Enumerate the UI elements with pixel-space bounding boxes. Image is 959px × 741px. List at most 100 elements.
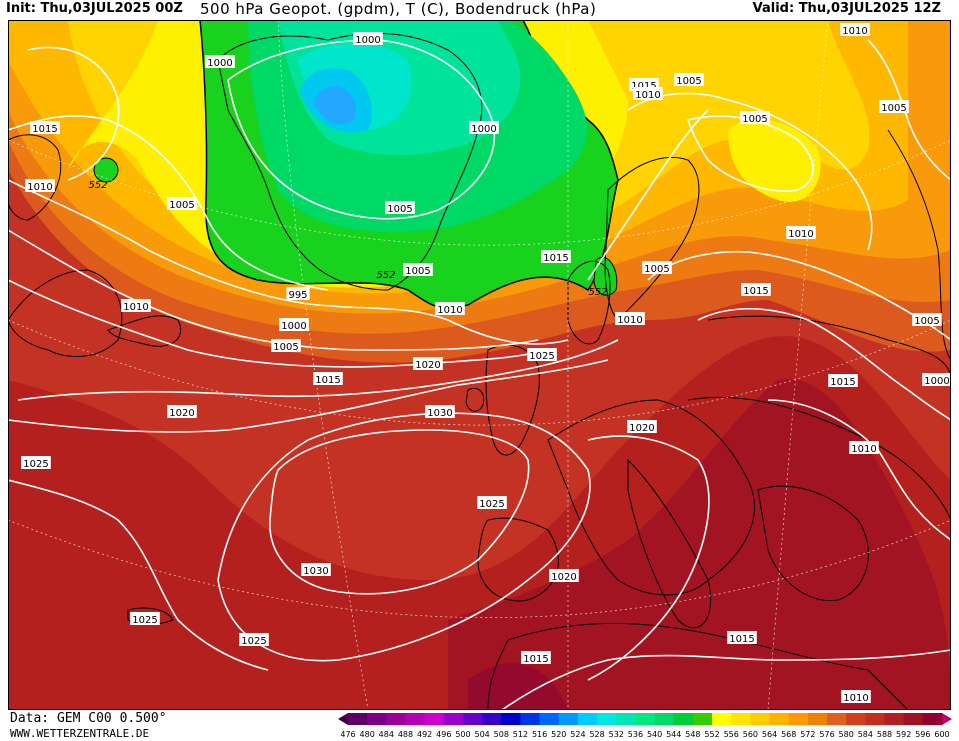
isobar-label: 1025	[477, 496, 507, 510]
isobar-label-text: 1030	[303, 566, 328, 577]
isobar-label-text: 1010	[788, 229, 813, 240]
isobar-label-text: 1005	[644, 264, 669, 275]
legend-level-label: 572	[800, 730, 815, 739]
legend-level-label: 488	[398, 730, 413, 739]
legend-swatch	[482, 713, 502, 725]
isobar-label-text: 1005	[273, 342, 298, 353]
isobar-label: 1015	[828, 374, 858, 388]
isobar-label-text: 1015	[743, 286, 768, 297]
init-time: Init: Thu,03JUL2025 00Z	[6, 1, 183, 16]
legend-swatch	[348, 713, 368, 725]
isobar-label-text: 1010	[842, 26, 867, 37]
legend-swatch	[520, 713, 541, 725]
legend-swatch	[807, 713, 828, 725]
isobar-label-text: 1010	[851, 444, 876, 455]
isobar-label: 1015	[30, 121, 60, 135]
isobar-label: 1030	[425, 405, 455, 419]
isobar-label-text: 1030	[427, 408, 452, 419]
isobar-label: 1010	[121, 299, 151, 313]
legend-level-label: 548	[685, 730, 700, 739]
legend-level-label: 600	[934, 730, 949, 739]
isobar-label: 1025	[130, 612, 160, 626]
legend-swatch	[692, 713, 713, 725]
isobar-label: 995	[286, 287, 310, 301]
legend-level-label: 520	[551, 730, 566, 739]
isobar-label-text: 1005	[169, 200, 194, 211]
data-source: Data: GEM C00 0.500°	[10, 711, 167, 726]
isobar-label-text: 1005	[387, 204, 412, 215]
isobar-label-text: 1000	[471, 124, 496, 135]
isobar-label-text: 1010	[27, 182, 52, 193]
legend-level-label: 568	[781, 730, 796, 739]
isobar-label: 1000	[353, 32, 383, 46]
isobar-label-text: 1000	[355, 35, 380, 46]
legend-level-label: 480	[360, 730, 375, 739]
isobar-label-text: 1010	[617, 315, 642, 326]
isobar-label-text: 1000	[281, 321, 306, 332]
isobar-label-text: 1005	[405, 266, 430, 277]
isobar-label: 1005	[879, 100, 909, 114]
isobar-label: 1030	[301, 563, 331, 577]
legend-swatch	[501, 713, 521, 725]
color-legend: 476 480 484 488 492 496 500 504 508 512 516 520 524 5…	[338, 713, 952, 739]
legend-arrow-high	[942, 713, 952, 725]
legend-level-label: 596	[915, 730, 930, 739]
isobar-label: 1020	[627, 420, 657, 434]
legend-swatch	[673, 713, 694, 725]
legend-arrow-low	[338, 713, 348, 725]
isobar-label-text: 1025	[479, 499, 504, 510]
isobar-label: 1005	[642, 261, 672, 275]
isobar-label: 1005	[403, 263, 433, 277]
legend-level-label: 528	[589, 730, 604, 739]
isobar-label: 1025	[527, 348, 557, 362]
isobar-label-text: 1010	[843, 693, 868, 704]
legend-swatch	[788, 713, 809, 725]
legend-swatch	[712, 713, 732, 725]
legend-level-label: 588	[877, 730, 892, 739]
legend-swatch	[846, 713, 866, 725]
legend-level-label: 492	[417, 730, 432, 739]
legend-swatch	[577, 713, 598, 725]
isobar-label: 1020	[413, 357, 443, 371]
color-legend-swatches	[338, 713, 952, 725]
geopotential-band-532	[314, 86, 357, 124]
legend-swatch	[597, 713, 617, 725]
legend-level-label: 544	[666, 730, 681, 739]
legend-swatch	[769, 713, 790, 725]
legend-level-label: 524	[570, 730, 585, 739]
coastlines	[8, 32, 951, 710]
isobar-label-text: 1000	[207, 58, 232, 69]
legend-swatch	[750, 713, 771, 725]
chart-header: Init: Thu,03JUL2025 00Z 500 hPa Geopot. …	[0, 0, 959, 20]
isobar-label: 1015	[313, 372, 343, 386]
isobar-label-text: 1010	[123, 302, 148, 313]
valid-time: Valid: Thu,03JUL2025 12Z	[752, 1, 941, 16]
legend-level-label: 500	[455, 730, 470, 739]
isobar-label-text: 1020	[629, 423, 654, 434]
legend-swatch	[865, 713, 886, 725]
isobar-label: 1015	[741, 283, 771, 297]
isobars	[8, 39, 951, 710]
isobar-label-text: 1015	[32, 124, 57, 135]
legend-level-label: 532	[609, 730, 624, 739]
isobar-label: 1025	[239, 633, 269, 647]
isobar-label-text: 995	[288, 290, 307, 301]
geopotential-cell-552-west	[93, 157, 119, 183]
isobar-label: 1005	[271, 339, 301, 353]
isobar-label-text: 1015	[543, 253, 568, 264]
isobar-label: 1010	[849, 441, 879, 455]
legend-level-label: 560	[743, 730, 758, 739]
isobar-label-text: 1025	[241, 636, 266, 647]
isobar-label-text: 1020	[551, 572, 576, 583]
isobar-label: 1010	[840, 23, 870, 37]
isobar-label: 1010	[633, 87, 663, 101]
website-credit: WWW.WETTERZENTRALE.DE	[10, 727, 150, 740]
isobar-label: 1005	[385, 201, 415, 215]
legend-level-label: 476	[340, 730, 355, 739]
isobar-label-text: 1020	[169, 408, 194, 419]
isobar-label: 1000	[205, 55, 235, 69]
isobar-label: 1000	[922, 373, 951, 387]
isobar-label: 1000	[469, 121, 499, 135]
isobar-label-text: 552	[588, 287, 607, 298]
legend-swatch	[386, 713, 406, 725]
